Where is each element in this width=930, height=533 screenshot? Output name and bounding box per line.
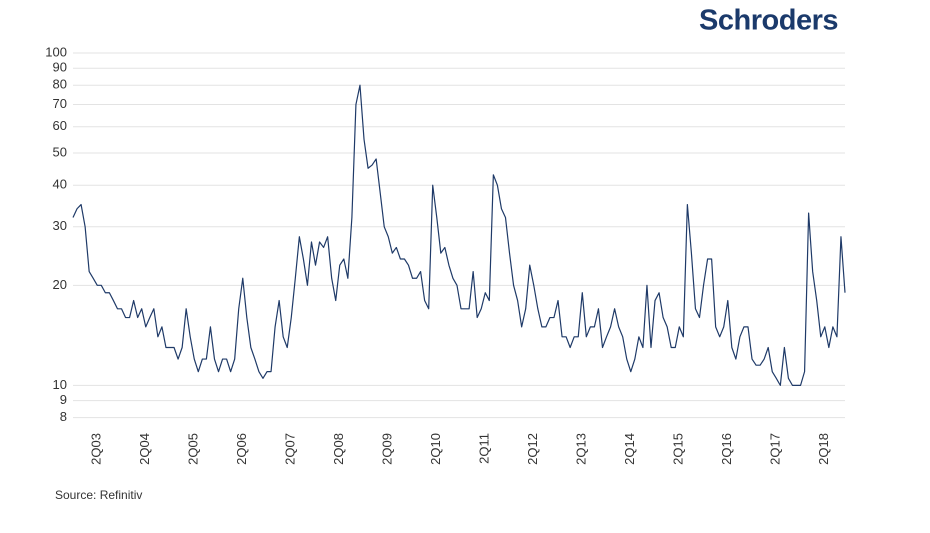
y-tick-label: 70 [53, 96, 67, 111]
y-tick-label: 50 [53, 144, 67, 159]
x-tick-label: 2Q13 [574, 433, 589, 465]
y-tick-label: 30 [53, 218, 67, 233]
x-tick-label: 2Q07 [283, 433, 298, 465]
x-tick-label: 2Q18 [816, 433, 831, 465]
data-line [72, 84, 846, 386]
x-tick-label: 2Q05 [186, 433, 201, 465]
x-tick-label: 2Q06 [234, 433, 249, 465]
y-tick-label: 90 [53, 60, 67, 75]
x-tick-label: 2Q03 [89, 433, 104, 465]
y-tick-label: 10 [53, 377, 67, 392]
x-tick-label: 2Q12 [525, 433, 540, 465]
x-tick-label: 2Q15 [671, 433, 686, 465]
x-tick-label: 2Q04 [137, 433, 152, 465]
x-tick-label: 2Q09 [380, 433, 395, 465]
brand-logo: Schroders [699, 5, 838, 37]
y-tick-label: 80 [53, 77, 67, 92]
x-tick-label: 2Q08 [331, 433, 346, 465]
x-tick-label: 2Q11 [477, 433, 492, 464]
y-tick-label: 60 [53, 118, 67, 133]
source-note: Source: Refinitiv [55, 488, 142, 502]
x-tick-label: 2Q17 [768, 433, 783, 465]
y-tick-label: 20 [53, 277, 67, 292]
y-tick-label: 8 [60, 409, 67, 424]
y-tick-label: 9 [60, 392, 67, 407]
x-tick-label: 2Q14 [622, 433, 637, 465]
x-tick-label: 2Q16 [719, 433, 734, 465]
x-tick-label: 2Q10 [428, 433, 443, 465]
y-tick-label: 40 [53, 177, 67, 192]
y-tick-label: 100 [45, 44, 67, 59]
